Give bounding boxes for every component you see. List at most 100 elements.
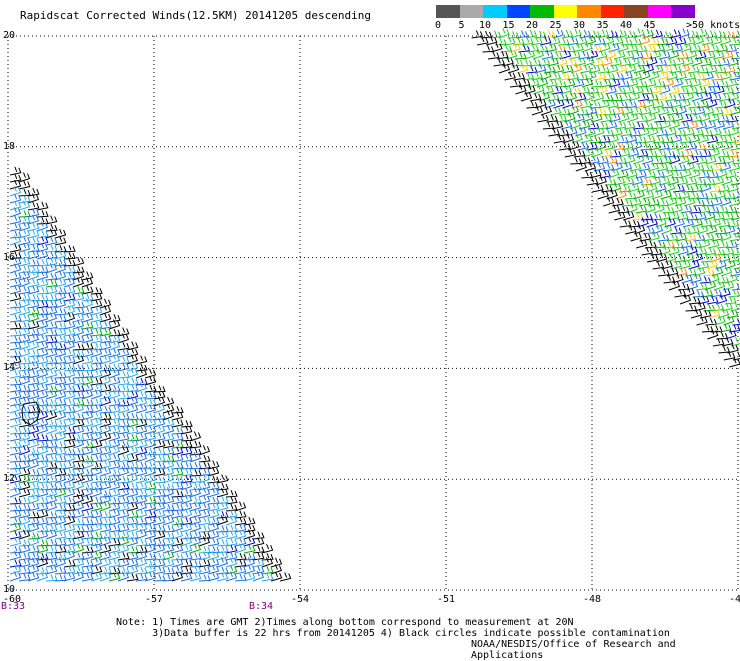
wind-barb bbox=[722, 175, 732, 185]
wind-barb bbox=[626, 169, 637, 178]
wind-barb bbox=[682, 274, 693, 283]
wind-barb bbox=[10, 427, 21, 434]
wind-barb bbox=[521, 92, 532, 101]
wind-barb bbox=[136, 558, 146, 568]
note-line-1: Note: 1) Times are GMT 2)Times along bot… bbox=[116, 617, 574, 628]
wind-barb bbox=[625, 226, 636, 235]
wind-barb bbox=[603, 197, 614, 206]
wind-barb bbox=[154, 544, 165, 553]
lon-label: -51 bbox=[437, 594, 455, 605]
wind-barb bbox=[705, 120, 716, 129]
wind-barb bbox=[510, 80, 521, 87]
wind-barb bbox=[676, 141, 687, 150]
wind-barb bbox=[661, 224, 671, 234]
wind-barb bbox=[714, 280, 724, 290]
wind-barb bbox=[642, 247, 653, 255]
wind-barb bbox=[607, 100, 618, 108]
wind-barb bbox=[689, 169, 700, 178]
wind-barb bbox=[573, 79, 584, 87]
wind-barb bbox=[679, 28, 689, 38]
wind-barb bbox=[706, 225, 717, 234]
wind-barb bbox=[10, 497, 21, 504]
wind-barb bbox=[253, 571, 263, 581]
lat-label: 16 bbox=[3, 252, 15, 263]
credit: NOAA/NESDIS/Office of Research and Appli… bbox=[471, 639, 740, 661]
wind-barb bbox=[73, 377, 84, 385]
wind-barb bbox=[494, 58, 505, 66]
wind-barb bbox=[10, 546, 21, 553]
wind-barb bbox=[674, 218, 685, 227]
wind-barb bbox=[548, 128, 559, 136]
wind-barb bbox=[543, 122, 554, 129]
wind-barb bbox=[554, 135, 565, 143]
wind-barb bbox=[10, 322, 21, 329]
wind-barb bbox=[606, 156, 617, 164]
wind-barb bbox=[28, 341, 38, 351]
wind-barb bbox=[669, 154, 679, 164]
wind-barb bbox=[668, 50, 679, 59]
wind-barb bbox=[483, 45, 494, 52]
wind-barb bbox=[136, 453, 146, 463]
wind-barb bbox=[661, 190, 672, 199]
wind-barb bbox=[244, 517, 255, 525]
wind-barb bbox=[591, 113, 602, 122]
wind-barb bbox=[477, 37, 488, 45]
wind-barb bbox=[636, 239, 647, 248]
wind-barb bbox=[19, 530, 30, 539]
wind-barb bbox=[10, 167, 21, 175]
wind-barb bbox=[217, 515, 227, 525]
wind-barb bbox=[10, 487, 20, 497]
wind-barb bbox=[707, 259, 717, 269]
wind-barb bbox=[722, 50, 733, 59]
wind-barb bbox=[28, 439, 39, 448]
wind-barb bbox=[667, 107, 678, 115]
wind-barb bbox=[55, 447, 66, 455]
wind-barbs bbox=[10, 28, 740, 581]
wind-barb bbox=[10, 236, 20, 246]
wind-barb bbox=[631, 232, 642, 241]
wind-barb bbox=[541, 106, 551, 116]
wind-barb bbox=[10, 329, 21, 336]
time-label-left: B:33 bbox=[1, 601, 25, 612]
lon-label: -54 bbox=[291, 594, 309, 605]
wind-barb bbox=[697, 225, 707, 234]
wind-barb bbox=[10, 378, 21, 385]
wind-barb bbox=[696, 121, 707, 129]
wind-barb bbox=[614, 211, 625, 220]
wind-barb bbox=[10, 504, 21, 511]
wind-barb bbox=[718, 346, 729, 353]
wind-barb bbox=[724, 352, 735, 360]
wind-barb bbox=[10, 572, 21, 581]
wind-barb bbox=[553, 99, 564, 108]
wind-barb bbox=[10, 264, 21, 273]
wind-barb bbox=[658, 71, 669, 80]
wind-barb bbox=[505, 72, 516, 80]
wind-barb bbox=[217, 557, 227, 567]
wind-barb bbox=[570, 157, 581, 164]
wind-barb bbox=[692, 57, 703, 66]
wind-barb bbox=[46, 390, 57, 399]
wind-barb bbox=[73, 355, 83, 364]
wind-barb bbox=[623, 177, 634, 185]
wind-barb bbox=[658, 269, 669, 276]
wind-barb bbox=[73, 571, 83, 581]
wind-barb bbox=[10, 223, 21, 231]
wind-barb bbox=[82, 566, 93, 574]
wind-barb bbox=[565, 149, 576, 157]
wind-barb bbox=[620, 220, 631, 227]
wind-barb bbox=[592, 184, 603, 192]
wind-barb bbox=[73, 278, 83, 288]
wind-barb bbox=[10, 462, 21, 469]
wind-barb bbox=[46, 410, 56, 420]
wind-barb bbox=[704, 51, 715, 59]
wind-barb bbox=[721, 231, 731, 241]
wind-barb bbox=[109, 390, 119, 400]
wind-barb bbox=[514, 72, 525, 80]
wind-barb bbox=[729, 358, 740, 367]
wind-barb bbox=[723, 120, 734, 129]
wind-barb bbox=[652, 190, 663, 199]
wind-barb bbox=[109, 445, 119, 455]
wind-barb bbox=[540, 37, 551, 45]
wind-barb bbox=[118, 454, 129, 462]
